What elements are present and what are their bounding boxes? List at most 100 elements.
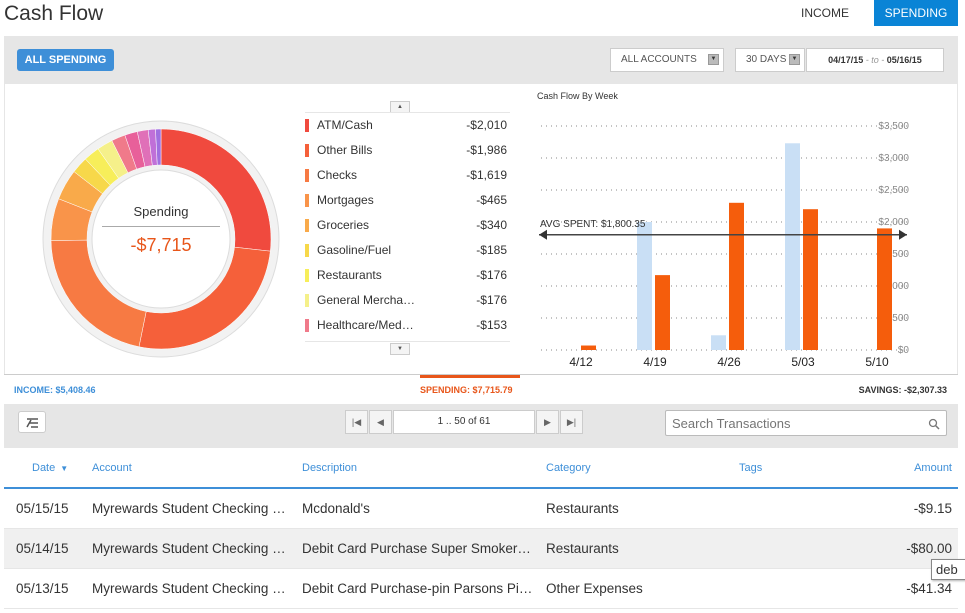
page-title: Cash Flow: [4, 2, 104, 25]
table-row[interactable]: 05/13/15 Myrewards Student Checking … Debi…: [4, 569, 958, 609]
date-to[interactable]: 05/16/15: [886, 55, 922, 65]
legend-category-amount: -$185: [476, 243, 507, 257]
x-tick-label: 5/03: [791, 355, 815, 369]
search-icon[interactable]: [928, 418, 940, 430]
legend-item[interactable]: ATM/Cash -$2,010: [305, 113, 510, 138]
column-tags[interactable]: Tags: [739, 462, 763, 474]
cell-amount: -$9.15: [913, 501, 952, 516]
avg-line-handle[interactable]: [539, 229, 547, 240]
x-tick-label: 5/10: [865, 355, 889, 369]
bar-chart-svg: $0 $500 $1,000 $1,500 $2,000 $2,500 $3,000 $3,5…: [539, 121, 910, 369]
y-tick-label: $0: [898, 345, 910, 356]
bar-light[interactable]: [785, 143, 800, 350]
accounts-select[interactable]: ALL ACCOUNTS ▼: [610, 48, 724, 72]
column-amount[interactable]: Amount: [914, 462, 952, 474]
bar-spending[interactable]: [803, 209, 818, 350]
chevron-down-icon: ▼: [708, 54, 719, 65]
legend-swatch: [305, 169, 309, 182]
cell-category: Restaurants: [546, 541, 619, 556]
legend-item[interactable]: Gasoline/Fuel -$185: [305, 238, 510, 263]
spending-content: Spending -$7,715 ▲ ATM/Cash -$2,010 Other …: [5, 84, 957, 374]
cell-category: Restaurants: [546, 501, 619, 516]
column-date-label: Date: [32, 462, 56, 474]
y-tick-label: $2,000: [878, 217, 909, 228]
bar-spending[interactable]: [655, 275, 670, 350]
x-tick-label: 4/12: [569, 355, 593, 369]
column-account[interactable]: Account: [92, 462, 132, 474]
tab-spending[interactable]: SPENDING: [874, 0, 958, 26]
legend-category-name: General Mercha…: [317, 293, 416, 307]
bar-spending[interactable]: [729, 202, 744, 350]
legend-category-name: Mortgages: [317, 193, 374, 207]
column-description[interactable]: Description: [302, 462, 358, 474]
date-range[interactable]: 04/17/15 - to - 05/16/15: [806, 48, 944, 72]
cell-description: Debit Card Purchase-pin Parsons Pi…: [302, 581, 533, 596]
all-spending-button[interactable]: ALL SPENDING: [17, 49, 114, 71]
donut-label: Spending: [133, 204, 189, 219]
income-summary[interactable]: INCOME: $5,408.46: [14, 385, 96, 395]
bar-light[interactable]: [711, 335, 726, 350]
tab-income[interactable]: INCOME: [801, 6, 849, 20]
legend-category-name: Checks: [317, 168, 358, 182]
legend-item[interactable]: Restaurants -$176: [305, 263, 510, 288]
table-header: Date ▼ Account Description Category Tags …: [4, 448, 958, 489]
spending-summary[interactable]: SPENDING: $7,715.79: [420, 385, 513, 395]
prev-page-button[interactable]: ◀: [369, 410, 392, 434]
date-from[interactable]: 04/17/15: [828, 55, 864, 65]
column-category[interactable]: Category: [546, 462, 591, 474]
legend-item[interactable]: Groceries -$340: [305, 213, 510, 238]
legend-category-amount: -$1,619: [466, 168, 507, 182]
tooltip: deb: [931, 559, 965, 580]
bar-spending[interactable]: [581, 345, 596, 350]
table-toolbar: |◀ ◀ 1 .. 50 of 61 ▶ ▶|: [4, 404, 958, 448]
legend-category-name: Healthcare/Med…: [317, 318, 414, 332]
legend-swatch: [305, 244, 309, 257]
legend-item[interactable]: General Mercha… -$176: [305, 288, 510, 313]
legend-category-name: ATM/Cash: [317, 118, 373, 132]
savings-summary: SAVINGS: -$2,307.33: [858, 385, 947, 395]
legend-item[interactable]: Other Bills -$1,986: [305, 138, 510, 163]
legend-category-amount: -$465: [476, 193, 507, 207]
cell-account: Myrewards Student Checking …: [92, 581, 286, 596]
first-page-button[interactable]: |◀: [345, 410, 368, 434]
chart-title: Cash Flow By Week: [537, 91, 618, 101]
table-row[interactable]: 05/14/15 Myrewards Student Checking … Debi…: [4, 529, 958, 569]
x-tick-label: 4/26: [717, 355, 741, 369]
transactions-table: Date ▼ Account Description Category Tags …: [4, 448, 958, 609]
edit-list-icon: [26, 418, 38, 428]
bar-light[interactable]: [637, 222, 652, 350]
edit-list-button[interactable]: [18, 411, 46, 433]
header: Cash Flow INCOME SPENDING: [0, 0, 965, 34]
legend-category-amount: -$176: [476, 293, 507, 307]
legend-category-name: Other Bills: [317, 143, 373, 157]
legend-item[interactable]: Mortgages -$465: [305, 188, 510, 213]
avg-spent-label: AVG SPENT: $1,800.35: [540, 219, 646, 230]
search-transactions-input[interactable]: [665, 410, 947, 436]
cell-date: 05/14/15: [16, 541, 69, 556]
next-page-button[interactable]: ▶: [536, 410, 559, 434]
cash-flow-by-week-chart: Cash Flow By Week $0 $500 $1,000 $1,500 $2,0…: [533, 84, 949, 374]
table-row[interactable]: 05/15/15 Myrewards Student Checking … Mcdo…: [4, 489, 958, 529]
legend-category-name: Groceries: [317, 218, 370, 232]
donut-center: Spending -$7,715: [98, 204, 224, 256]
donut-hole: [91, 169, 231, 309]
y-tick-label: $2,500: [878, 185, 909, 196]
column-date[interactable]: Date ▼: [32, 462, 68, 474]
table-body: 05/15/15 Myrewards Student Checking … Mcdo…: [4, 489, 958, 609]
summary-bar: INCOME: $5,408.46 SPENDING: $7,715.79 SA…: [4, 374, 958, 404]
y-tick-label: $3,000: [878, 153, 909, 164]
avg-line-handle[interactable]: [899, 229, 907, 240]
legend-scroll-down-button[interactable]: ▼: [390, 343, 410, 355]
legend-item[interactable]: Healthcare/Med… -$153: [305, 313, 510, 338]
spending-donut-chart[interactable]: Spending -$7,715: [41, 119, 281, 359]
cell-amount: -$80.00: [906, 541, 952, 556]
legend-swatch: [305, 194, 309, 207]
legend-swatch: [305, 119, 309, 132]
legend-item[interactable]: Checks -$1,619: [305, 163, 510, 188]
period-select[interactable]: 30 DAYS ▼: [735, 48, 805, 72]
donut-total: -$7,715: [130, 235, 192, 255]
bar-spending[interactable]: [877, 228, 892, 350]
spending-active-indicator: [420, 375, 520, 378]
y-tick-label: $1,500: [878, 249, 909, 260]
last-page-button[interactable]: ▶|: [560, 410, 583, 434]
